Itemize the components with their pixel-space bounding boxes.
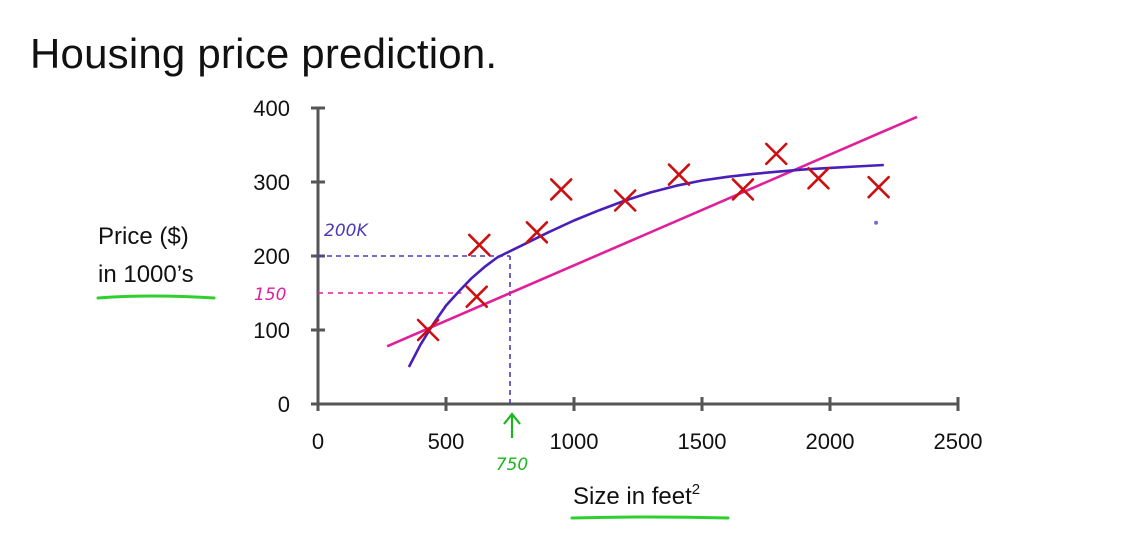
data-point — [465, 285, 489, 309]
slide-title: Housing price prediction. — [30, 30, 498, 77]
x-axis-title: Size in feet2 — [573, 481, 700, 510]
annotation-150: 150 — [254, 285, 286, 305]
data-point — [867, 175, 890, 199]
x-axis-title-superscript: 2 — [692, 481, 700, 498]
fit-curve-linear — [386, 115, 918, 348]
data-point — [416, 318, 440, 342]
arrow-750-head — [503, 412, 521, 425]
x-tick-label: 1500 — [678, 429, 727, 454]
data-point — [613, 189, 637, 212]
chart-axes: 0 500 1000 1500 2000 2500 0 100 200 300 400 — [253, 96, 982, 454]
data-point — [764, 142, 788, 166]
x-tick-label: 2000 — [806, 429, 855, 454]
x-axis-title-text: Size in feet — [573, 483, 692, 510]
y-tick-label: 0 — [278, 392, 290, 417]
y-tick-label: 200 — [253, 244, 290, 269]
annotation-200k: 200K — [324, 221, 369, 241]
data-point — [731, 178, 755, 201]
stray-dot — [874, 220, 879, 225]
x-tick-label: 500 — [428, 429, 465, 454]
data-point — [549, 178, 573, 201]
fit-curves — [386, 115, 918, 368]
x-tick-label: 0 — [312, 429, 324, 454]
annotation-750: 750 — [496, 455, 528, 475]
guide-lines — [318, 255, 511, 404]
data-point — [807, 167, 830, 190]
x-tick-label: 1000 — [550, 429, 599, 454]
axis-labels: Price ($) in 1000’s Size in feet2 — [98, 223, 700, 510]
y-tick-label: 300 — [253, 170, 290, 195]
data-points — [416, 142, 890, 342]
fit-curve-quadratic — [407, 163, 884, 368]
y-axis-title-line1: Price ($) — [98, 223, 189, 250]
data-point — [525, 221, 549, 244]
y-tick-label: 400 — [253, 96, 290, 121]
data-point — [467, 233, 491, 257]
annotations: 750 200K 150 — [96, 220, 879, 520]
xlabel-underline — [570, 515, 730, 520]
ylabel-underline — [96, 294, 216, 300]
y-axis-title-line2: in 1000’s — [98, 261, 194, 288]
y-tick-label: 100 — [253, 318, 290, 343]
data-point — [667, 163, 691, 186]
x-tick-label: 2500 — [934, 429, 983, 454]
